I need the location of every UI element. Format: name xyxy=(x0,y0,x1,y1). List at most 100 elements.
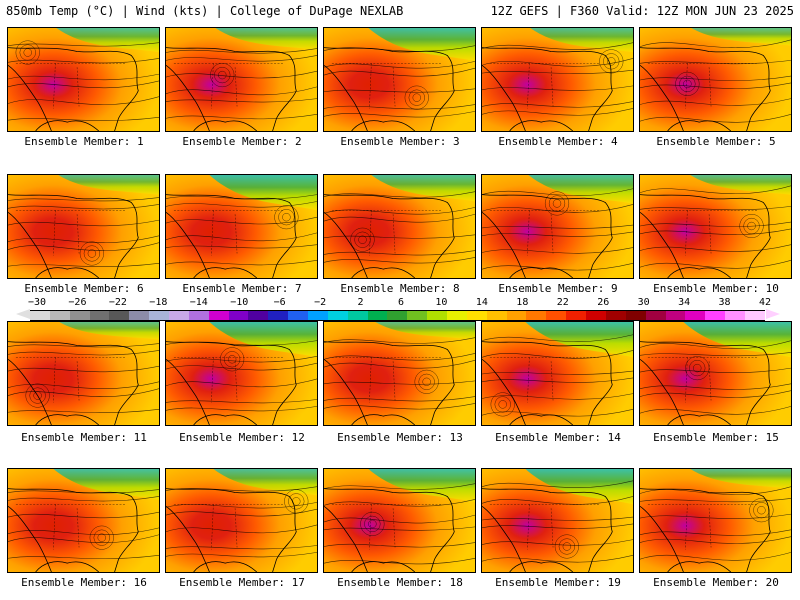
scale-swatch xyxy=(327,311,348,320)
scale-swatch xyxy=(427,311,448,320)
scale-swatch xyxy=(169,311,189,320)
scale-tick-labels: −30 −26 −22 −18 −14 −10 −6 −2 2 6 10 14 18 22 26 30 34 38… xyxy=(0,297,800,309)
ensemble-map-panel xyxy=(323,27,476,132)
scale-tick-label: 34 xyxy=(678,297,691,308)
scale-swatch xyxy=(208,311,229,320)
ensemble-map-panel xyxy=(481,321,634,426)
ensemble-map-panel xyxy=(639,468,792,573)
ensemble-member-label: Ensemble Member: 4 xyxy=(498,135,618,148)
scale-swatch xyxy=(89,311,110,320)
temperature-map xyxy=(166,469,317,572)
ensemble-member-label: Ensemble Member: 2 xyxy=(182,135,302,148)
ensemble-map-panel xyxy=(481,174,634,279)
scale-swatch xyxy=(347,311,368,320)
scale-swatch xyxy=(506,311,527,320)
ensemble-member-label: Ensemble Member: 8 xyxy=(340,282,460,295)
scale-swatch xyxy=(586,311,606,320)
ensemble-member-label: Ensemble Member: 20 xyxy=(653,576,779,589)
scale-swatch xyxy=(268,311,289,320)
scale-swatch xyxy=(188,311,209,320)
ensemble-map-panel xyxy=(639,321,792,426)
scale-tick-label: −22 xyxy=(108,297,127,308)
temperature-map xyxy=(482,28,633,131)
scale-swatch xyxy=(625,311,646,320)
ensemble-member-label: Ensemble Member: 6 xyxy=(24,282,144,295)
scale-tick-label: 14 xyxy=(475,297,488,308)
scale-tick-label: −30 xyxy=(27,297,47,308)
ensemble-map-panel xyxy=(165,174,318,279)
temperature-map xyxy=(640,322,791,425)
scale-swatch xyxy=(109,311,130,320)
ensemble-map-panel xyxy=(165,27,318,132)
scale-tick-label: −14 xyxy=(189,297,208,308)
scale-tick-label: 30 xyxy=(637,297,650,308)
ensemble-map-panel xyxy=(323,174,476,279)
scale-arrow-right xyxy=(766,309,780,319)
ensemble-member-label: Ensemble Member: 13 xyxy=(337,431,463,444)
ensemble-member-label: Ensemble Member: 18 xyxy=(337,576,463,589)
temperature-map xyxy=(8,322,159,425)
scale-arrow-left xyxy=(16,309,30,319)
ensemble-member-label: Ensemble Member: 11 xyxy=(21,431,147,444)
scale-swatch xyxy=(605,311,626,320)
temperature-map xyxy=(8,28,159,131)
scale-swatch xyxy=(486,311,507,320)
scale-swatch xyxy=(407,311,428,320)
temperature-map xyxy=(324,28,475,131)
scale-tick-label: 42 xyxy=(758,297,772,308)
scale-swatch xyxy=(129,311,150,320)
scale-swatch xyxy=(30,311,50,320)
scale-tick-label: −2 xyxy=(314,297,327,308)
temperature-map xyxy=(8,175,159,278)
ensemble-map-panel xyxy=(481,27,634,132)
temperature-map xyxy=(324,175,475,278)
scale-swatch xyxy=(288,311,309,320)
ensemble-member-label: Ensemble Member: 5 xyxy=(656,135,776,148)
ensemble-member-label: Ensemble Member: 19 xyxy=(495,576,621,589)
ensemble-member-label: Ensemble Member: 16 xyxy=(21,576,147,589)
scale-bar xyxy=(30,310,765,321)
ensemble-member-label: Ensemble Member: 17 xyxy=(179,576,305,589)
ensemble-map-panel xyxy=(639,174,792,279)
ensemble-map-panel xyxy=(7,321,160,426)
ensemble-map-panel xyxy=(165,321,318,426)
ensemble-member-label: Ensemble Member: 14 xyxy=(495,431,621,444)
scale-tick-label: 38 xyxy=(718,297,731,308)
temperature-map xyxy=(166,175,317,278)
scale-swatch xyxy=(69,311,90,320)
temperature-map xyxy=(640,175,791,278)
scale-tick-label: 2 xyxy=(357,297,364,308)
scale-swatch xyxy=(665,311,686,320)
scale-tick-label: 6 xyxy=(397,297,405,308)
temperature-map xyxy=(482,322,633,425)
scale-swatch xyxy=(705,311,726,320)
temperature-map xyxy=(640,469,791,572)
ensemble-map-panel xyxy=(481,468,634,573)
scale-swatch xyxy=(228,311,249,320)
ensemble-map-panel xyxy=(323,468,476,573)
ensemble-map-panel xyxy=(639,27,792,132)
scale-tick-label: −10 xyxy=(230,297,249,308)
scale-swatch xyxy=(566,311,587,320)
ensemble-member-label: Ensemble Member: 3 xyxy=(340,135,460,148)
chart-title: 850mb Temp (°C) | Wind (kts) | College o… xyxy=(6,4,404,18)
ensemble-map-panel xyxy=(7,27,160,132)
temperature-map xyxy=(166,28,317,131)
scale-swatch xyxy=(725,311,745,320)
ensemble-member-label: Ensemble Member: 15 xyxy=(653,431,779,444)
ensemble-map-panel xyxy=(165,468,318,573)
scale-swatch xyxy=(447,311,467,320)
scale-swatch xyxy=(546,311,567,320)
ensemble-member-label: Ensemble Member: 12 xyxy=(179,431,305,444)
run-info: 12Z GEFS | F360 Valid: 12Z MON JUN 23 20… xyxy=(490,4,794,18)
scale-swatch xyxy=(466,311,487,320)
ensemble-member-label: Ensemble Member: 9 xyxy=(498,282,618,295)
ensemble-member-label: Ensemble Member: 10 xyxy=(653,282,779,295)
ensemble-member-label: Ensemble Member: 1 xyxy=(24,135,144,148)
ensemble-map-panel xyxy=(7,468,160,573)
scale-swatch xyxy=(149,311,170,320)
scale-tick-label: 26 xyxy=(597,297,610,308)
scale-swatch xyxy=(387,311,408,320)
ensemble-map-panel xyxy=(7,174,160,279)
scale-swatch xyxy=(744,311,765,320)
